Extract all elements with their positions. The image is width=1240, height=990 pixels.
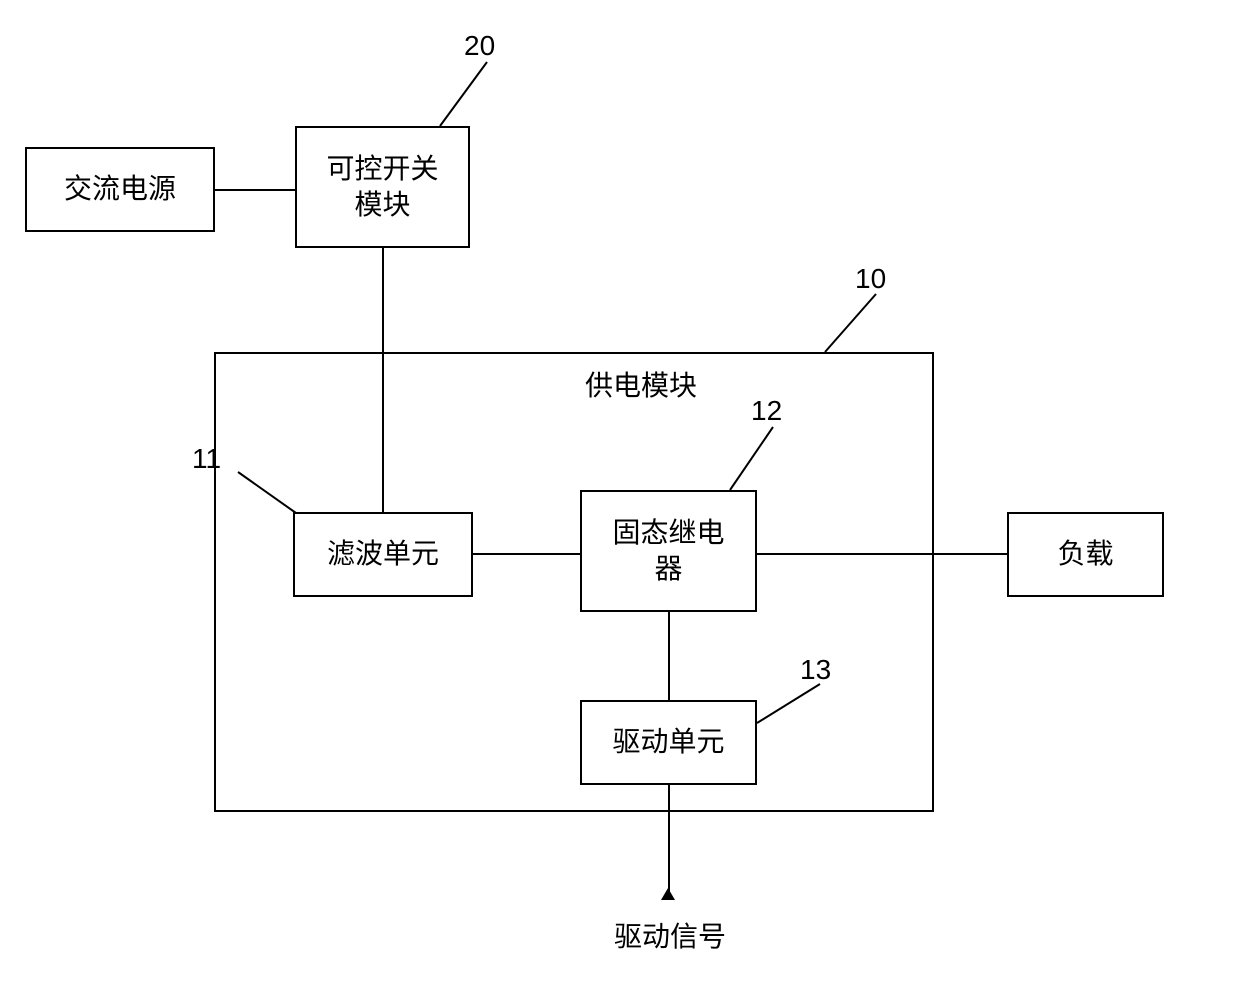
edge-ac-switch bbox=[215, 189, 295, 191]
edge-filter-ssr bbox=[473, 553, 580, 555]
ssr-label: 固态继电 器 bbox=[612, 515, 724, 588]
edge-switch-filter bbox=[382, 248, 384, 512]
edge-ssr-drive bbox=[668, 612, 670, 700]
ref-13: 13 bbox=[800, 654, 831, 686]
ref-20: 20 bbox=[464, 30, 495, 62]
ref-12: 12 bbox=[751, 395, 782, 427]
load-block: 负载 bbox=[1007, 512, 1164, 597]
ssr-block: 固态继电 器 bbox=[580, 490, 757, 612]
edge-drive-signal bbox=[668, 785, 670, 900]
ac-power-label: 交流电源 bbox=[64, 171, 176, 207]
ac-power-block: 交流电源 bbox=[25, 147, 215, 232]
filter-unit-label: 滤波单元 bbox=[327, 536, 439, 572]
switch-module-block: 可控开关 模块 bbox=[295, 126, 470, 248]
drive-unit-block: 驱动单元 bbox=[580, 700, 757, 785]
ref-11: 11 bbox=[192, 443, 221, 475]
edge-ssr-load bbox=[757, 553, 1007, 555]
ref-10: 10 bbox=[855, 263, 886, 295]
filter-unit-block: 滤波单元 bbox=[293, 512, 473, 597]
load-label: 负载 bbox=[1057, 536, 1113, 572]
drive-signal-label: 驱动信号 bbox=[614, 915, 726, 955]
drive-unit-label: 驱动单元 bbox=[612, 724, 724, 760]
diagram-canvas: 交流电源 可控开关 模块 供电模块 滤波单元 固态继电 器 驱动单元 负载 驱动… bbox=[0, 0, 1240, 990]
power-module-label: 供电模块 bbox=[585, 364, 697, 404]
switch-module-label: 可控开关 模块 bbox=[326, 151, 438, 224]
